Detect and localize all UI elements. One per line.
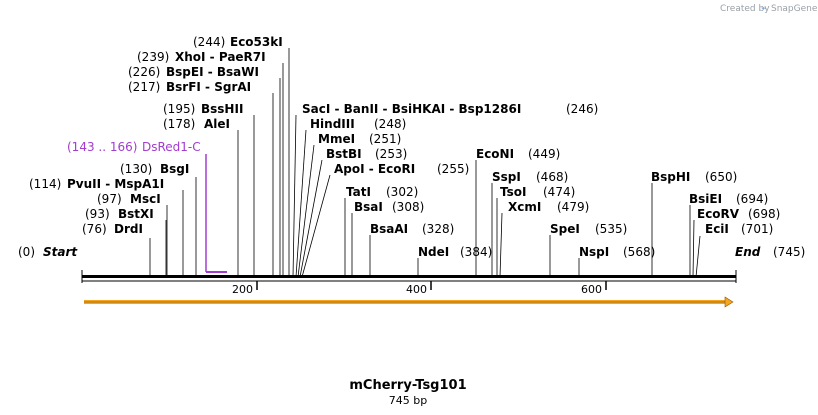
site-pos: (474) bbox=[543, 185, 575, 199]
site-names[interactable]: ApoI - EcoRI bbox=[334, 162, 415, 176]
site-names[interactable]: NspI bbox=[579, 245, 609, 259]
site-pos: (226) bbox=[128, 65, 160, 79]
site-pos: (114) bbox=[29, 177, 61, 191]
site-pos: (328) bbox=[422, 222, 454, 236]
plasmid-length: 745 bp bbox=[389, 394, 427, 407]
site-names[interactable]: AleI bbox=[204, 117, 230, 131]
ruler-label-400: 400 bbox=[406, 283, 427, 296]
site-pos: (694) bbox=[736, 192, 768, 206]
site-names[interactable]: Eco53kI bbox=[230, 35, 283, 49]
site-pos: (568) bbox=[623, 245, 655, 259]
site-names[interactable]: EciI bbox=[705, 222, 729, 236]
site-names[interactable]: XhoI - PaeR7I bbox=[175, 50, 266, 64]
site-pos: (93) bbox=[85, 207, 110, 221]
site-pos: (698) bbox=[748, 207, 780, 221]
site-names[interactable]: BsiEI bbox=[689, 192, 722, 206]
site-names[interactable]: NdeI bbox=[418, 245, 449, 259]
site-names[interactable]: BsgI bbox=[160, 162, 189, 176]
orientation-arrow-head-icon bbox=[724, 296, 734, 308]
site-names[interactable]: BstBI bbox=[326, 147, 362, 161]
site-names[interactable]: TsoI bbox=[500, 185, 526, 199]
site-labels: (244) Eco53kI (239) XhoI - PaeR7I (226) … bbox=[29, 35, 780, 259]
site-pos: (650) bbox=[705, 170, 737, 184]
end-pos: (745) bbox=[773, 245, 805, 259]
site-pos: (308) bbox=[392, 200, 424, 214]
site-pos: (468) bbox=[536, 170, 568, 184]
site-line-apoi bbox=[301, 174, 331, 278]
ruler: 200 400 600 bbox=[232, 281, 607, 296]
feature-range: (143 .. 166) bbox=[67, 140, 137, 154]
credit-brand: SnapGene bbox=[771, 4, 818, 14]
site-line-mmei bbox=[297, 144, 315, 278]
site-names[interactable]: TatI bbox=[346, 185, 371, 199]
site-pos: (535) bbox=[595, 222, 627, 236]
site-line-saci bbox=[292, 114, 297, 278]
end-label: End bbox=[735, 245, 761, 259]
site-pos: (479) bbox=[557, 200, 589, 214]
site-line-bstbi bbox=[299, 159, 323, 278]
site-pos: (239) bbox=[137, 50, 169, 64]
site-pos: (130) bbox=[120, 162, 152, 176]
site-pos: (302) bbox=[386, 185, 418, 199]
snapgene-logo-icon: ⌁ bbox=[761, 4, 766, 14]
site-pos: (251) bbox=[369, 132, 401, 146]
site-pos: (195) bbox=[163, 102, 195, 116]
site-names[interactable]: SspI bbox=[492, 170, 521, 184]
start-label: Start bbox=[43, 245, 78, 259]
site-names[interactable]: BsaI bbox=[354, 200, 383, 214]
site-names[interactable]: XcmI bbox=[508, 200, 541, 214]
site-names[interactable]: EcoNI bbox=[476, 147, 514, 161]
site-names[interactable]: MscI bbox=[130, 192, 161, 206]
site-pos: (253) bbox=[375, 147, 407, 161]
site-pos: (244) bbox=[193, 35, 225, 49]
site-names[interactable]: BstXI bbox=[118, 207, 154, 221]
plasmid-name: mCherry-Tsg101 bbox=[349, 378, 466, 393]
credit-prefix: Created by bbox=[720, 4, 770, 14]
site-pos: (248) bbox=[374, 117, 406, 131]
feature-name[interactable]: DsRed1-C bbox=[142, 140, 201, 154]
site-names[interactable]: BsaAI bbox=[370, 222, 408, 236]
site-names[interactable]: PvuII - MspA1I bbox=[67, 177, 164, 191]
site-names[interactable]: SacI - BanII - BsiHKAI - Bsp1286I bbox=[302, 102, 521, 116]
site-pos: (449) bbox=[528, 147, 560, 161]
site-names[interactable]: HindIII bbox=[310, 117, 355, 131]
site-pos: (178) bbox=[163, 117, 195, 131]
site-names[interactable]: BssHII bbox=[201, 102, 243, 116]
site-names[interactable]: EcoRV bbox=[697, 207, 740, 221]
site-pos: (255) bbox=[437, 162, 469, 176]
site-names[interactable]: BspHI bbox=[651, 170, 690, 184]
backbone bbox=[82, 275, 736, 278]
site-line-hindiii bbox=[295, 129, 307, 278]
site-pos: (217) bbox=[128, 80, 160, 94]
site-pos: (97) bbox=[97, 192, 122, 206]
site-names[interactable]: SpeI bbox=[550, 222, 580, 236]
site-line-ecorv bbox=[692, 219, 695, 278]
feature-dsred1-c[interactable] bbox=[205, 154, 227, 273]
site-lines bbox=[149, 48, 701, 278]
site-line-xcmi bbox=[499, 212, 503, 278]
site-pos: (384) bbox=[460, 245, 492, 259]
site-line-ecii bbox=[695, 235, 701, 278]
ruler-label-600: 600 bbox=[581, 283, 602, 296]
site-pos: (701) bbox=[741, 222, 773, 236]
ruler-label-200: 200 bbox=[232, 283, 253, 296]
site-pos: (76) bbox=[82, 222, 107, 236]
site-names[interactable]: DrdI bbox=[114, 222, 143, 236]
site-names[interactable]: BspEI - BsaWI bbox=[166, 65, 259, 79]
site-names[interactable]: MmeI bbox=[318, 132, 355, 146]
site-pos: (246) bbox=[566, 102, 598, 116]
start-pos: (0) bbox=[18, 245, 35, 259]
site-names[interactable]: BsrFI - SgrAI bbox=[166, 80, 251, 94]
